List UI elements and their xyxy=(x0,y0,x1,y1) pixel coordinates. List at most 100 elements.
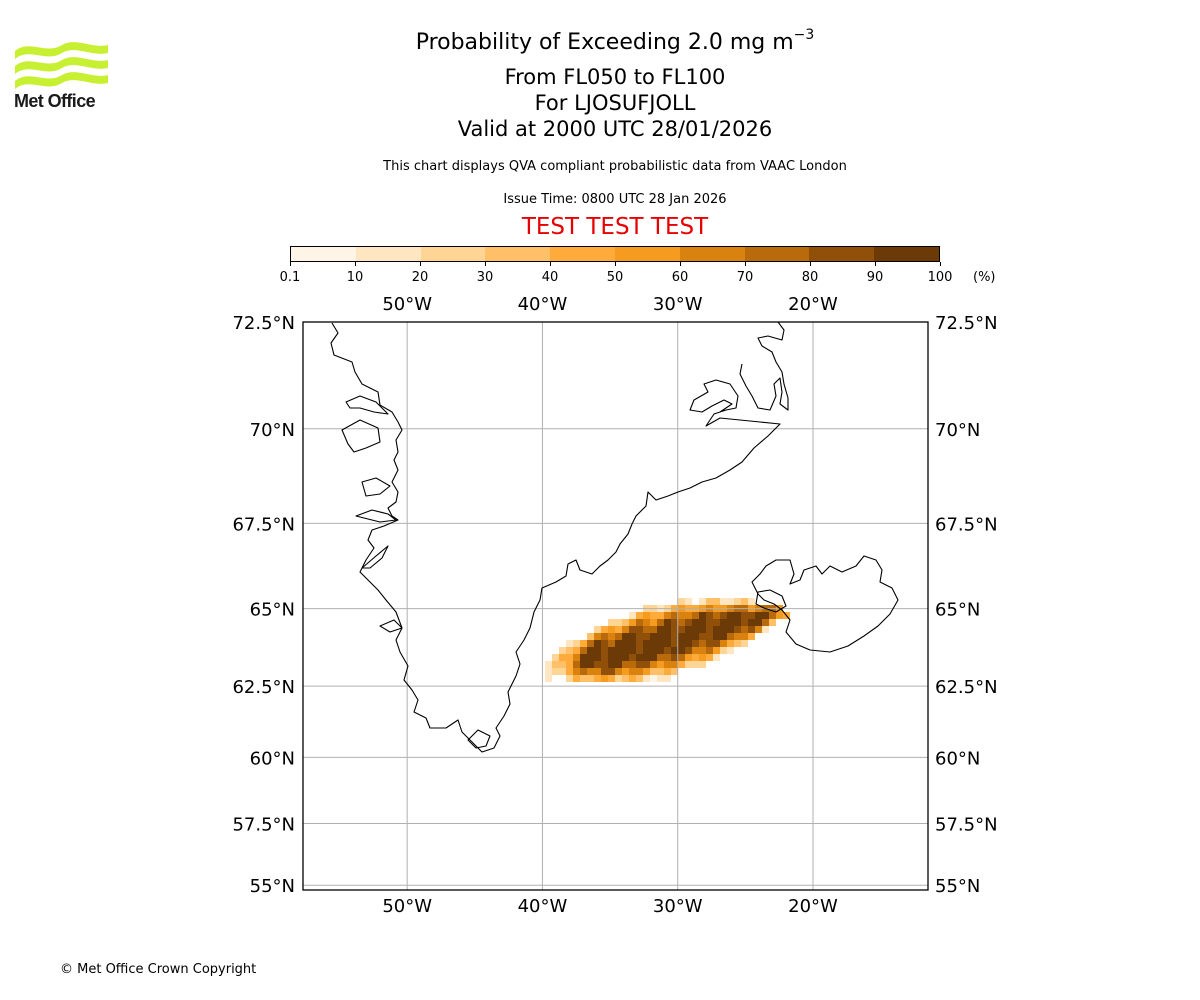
probability-cell xyxy=(685,598,692,605)
probability-cell xyxy=(559,668,566,675)
probability-cell xyxy=(650,633,657,640)
probability-cell xyxy=(671,626,678,633)
flight-levels: From FL050 to FL100 xyxy=(504,65,726,89)
lat-label-right: 55°N xyxy=(935,876,980,897)
probability-cell xyxy=(671,640,678,647)
probability-cell xyxy=(615,626,622,633)
lon-label-top: 50°W xyxy=(382,294,432,315)
probability-cell xyxy=(608,626,615,633)
probability-cell xyxy=(699,626,706,633)
probability-cell xyxy=(664,626,671,633)
probability-cell xyxy=(692,640,699,647)
probability-cell xyxy=(671,647,678,654)
probability-cell xyxy=(622,668,629,675)
colorbar-tick-label: 90 xyxy=(866,270,884,285)
lat-label-left: 55°N xyxy=(250,876,295,897)
probability-cell xyxy=(699,598,706,605)
greenland-fjord-4 xyxy=(355,509,397,523)
probability-cell xyxy=(636,654,643,661)
probability-cell xyxy=(629,612,636,619)
probability-cell xyxy=(608,675,615,682)
probability-cell xyxy=(657,647,664,654)
probability-cell xyxy=(643,633,650,640)
probability-cell xyxy=(615,654,622,661)
probability-cell xyxy=(692,626,699,633)
probability-cell xyxy=(566,640,573,647)
probability-cell xyxy=(762,619,769,626)
probability-cell xyxy=(706,654,713,661)
probability-cell xyxy=(552,668,559,675)
probability-cell xyxy=(650,612,657,619)
probability-cell xyxy=(769,612,776,619)
lat-label-left: 62.5°N xyxy=(232,677,295,698)
probability-cell xyxy=(622,626,629,633)
probability-cell xyxy=(545,661,552,668)
probability-cell xyxy=(685,612,692,619)
probability-cell xyxy=(657,661,664,668)
lat-label-left: 72.5°N xyxy=(232,313,295,334)
probability-cell xyxy=(706,619,713,626)
probability-cell xyxy=(566,675,573,682)
probability-cell xyxy=(776,612,783,619)
probability-cell xyxy=(650,668,657,675)
iceland-coastline xyxy=(751,555,899,653)
probability-cell xyxy=(587,633,594,640)
probability-cell xyxy=(622,640,629,647)
volcano-name: For LJOSUFJOLL xyxy=(534,91,696,115)
colorbar-tick xyxy=(485,262,486,266)
probability-cell xyxy=(643,668,650,675)
colorbar-tick xyxy=(940,262,941,266)
colorbar-tick-label: 20 xyxy=(411,270,429,285)
probability-cell xyxy=(755,626,762,633)
probability-cell xyxy=(685,640,692,647)
lon-label-top: 20°W xyxy=(788,294,838,315)
probability-cell xyxy=(580,661,587,668)
probability-cell xyxy=(734,633,741,640)
probability-cell xyxy=(713,640,720,647)
greenland-fjord-5 xyxy=(361,545,389,569)
probability-cell xyxy=(699,612,706,619)
probability-cell xyxy=(734,640,741,647)
probability-cell xyxy=(636,668,643,675)
probability-cell xyxy=(636,640,643,647)
iceland-westfjords xyxy=(755,589,787,613)
probability-cell xyxy=(699,633,706,640)
probability-cell xyxy=(643,612,650,619)
lat-label-right: 57.5°N xyxy=(935,815,998,836)
probability-cell xyxy=(636,626,643,633)
colorbar-tick-label: 80 xyxy=(801,270,819,285)
copyright-footer: © Met Office Crown Copyright xyxy=(60,962,257,977)
probability-cell xyxy=(573,654,580,661)
issue-time: Issue Time: 0800 UTC 28 Jan 2026 xyxy=(503,192,727,207)
valid-time: Valid at 2000 UTC 28/01/2026 xyxy=(457,117,773,141)
map-frame xyxy=(302,321,929,891)
probability-cell xyxy=(678,640,685,647)
colorbar-tick-label: 40 xyxy=(541,270,559,285)
probability-cell xyxy=(720,612,727,619)
colorbar-bin-7 xyxy=(744,247,810,261)
probability-cell xyxy=(622,633,629,640)
coastlines xyxy=(330,322,899,753)
probability-cell xyxy=(657,675,664,682)
probability-cell xyxy=(727,612,734,619)
probability-cell xyxy=(622,647,629,654)
probability-cell xyxy=(608,661,615,668)
probability-cell xyxy=(594,626,601,633)
probability-cell xyxy=(629,633,636,640)
probability-cell xyxy=(671,654,678,661)
probability-cell xyxy=(664,668,671,675)
probability-cell xyxy=(615,675,622,682)
probability-cell xyxy=(594,675,601,682)
lat-label-left: 70°N xyxy=(250,420,295,441)
probability-cell xyxy=(748,619,755,626)
probability-cell xyxy=(734,612,741,619)
probability-cell xyxy=(650,626,657,633)
probability-cell xyxy=(643,626,650,633)
colorbar-tick-label: 10 xyxy=(346,270,364,285)
probability-cell xyxy=(692,612,699,619)
probability-cell xyxy=(559,654,566,661)
probability-cell xyxy=(720,626,727,633)
probability-cell xyxy=(615,668,622,675)
probability-cell xyxy=(559,647,566,654)
